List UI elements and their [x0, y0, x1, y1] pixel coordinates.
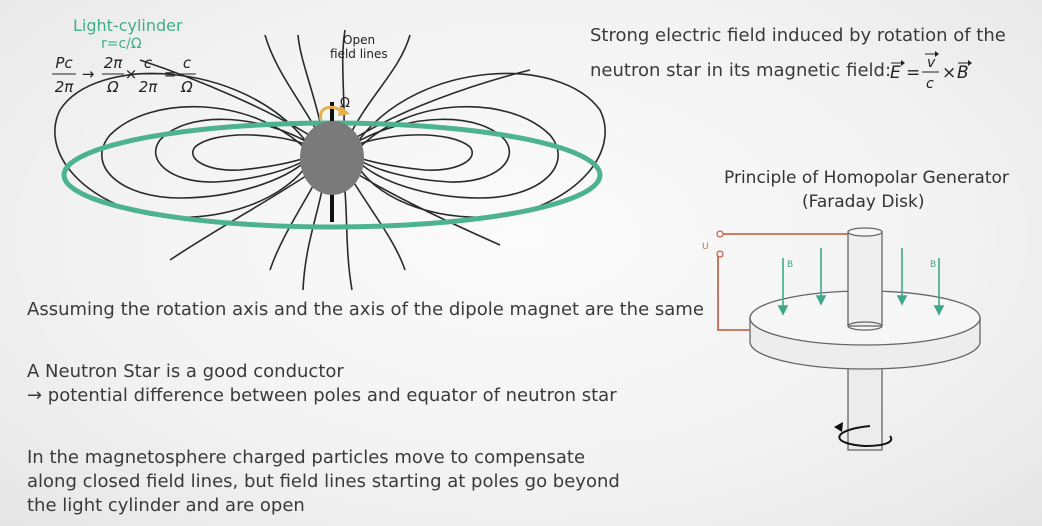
- omega-label: Ω: [340, 96, 350, 111]
- neutron-star: [300, 121, 364, 195]
- rotation-arrowhead-icon: [338, 105, 350, 116]
- formula-b: B: [957, 63, 969, 83]
- rotation-arrow-icon: [319, 105, 341, 121]
- formula-f3-num: c: [183, 54, 192, 72]
- b-label-left: B: [787, 260, 793, 270]
- homopolar-title-line2: (Faraday Disk): [802, 192, 925, 212]
- b-field-arrows: [777, 248, 945, 316]
- light-cylinder-radius: r=c/Ω: [101, 36, 142, 52]
- open-label-line2: field lines: [330, 47, 388, 61]
- formula-f1-num: 2π: [104, 54, 124, 72]
- light-cylinder-title: Light-cylinder: [73, 16, 183, 35]
- formula-f3-den: Ω: [180, 78, 193, 96]
- open-label-line1: Open: [343, 33, 375, 47]
- upper-shaft-top: [847, 227, 883, 237]
- formula-v: v: [927, 55, 936, 71]
- formula-c: c: [926, 76, 934, 92]
- conductor-line1: A Neutron Star is a good conductor: [27, 361, 344, 382]
- formula-f2-den: 2π: [139, 78, 159, 96]
- b-label-right: B: [930, 260, 936, 270]
- formula-e-equals: =: [906, 63, 920, 83]
- u-label: U: [702, 242, 709, 252]
- formula-f1-den: Ω: [106, 78, 119, 96]
- formula-lhs-den: 2π: [55, 78, 75, 96]
- open-field-lines: [139, 29, 531, 291]
- formula-lhs-num: Pc: [55, 54, 73, 72]
- formula-arrow: →: [82, 65, 95, 83]
- magnetosphere-line3: the light cylinder and are open: [27, 495, 305, 516]
- faraday-disk-diagram: U B B: [702, 227, 981, 451]
- neutron-star-diagram: Ω Open field lines: [54, 29, 606, 291]
- terminal-top: [716, 230, 724, 238]
- conductor-line2: → potential difference between poles and…: [27, 385, 617, 406]
- upper-shaft: [847, 231, 883, 327]
- electric-field-line2: neutron star in its magnetic field:: [590, 60, 892, 81]
- magnetosphere-line2: along closed field lines, but field line…: [27, 471, 620, 492]
- electric-field-formula: E = v c × B: [890, 51, 972, 92]
- formula-e: E: [890, 63, 901, 83]
- magnetosphere-line1: In the magnetosphere charged particles m…: [27, 447, 586, 468]
- formula-cross: ×: [942, 63, 956, 83]
- closed-field-lines: [54, 72, 606, 219]
- homopolar-title-line1: Principle of Homopolar Generator: [724, 168, 1009, 188]
- terminal-bottom: [716, 250, 724, 258]
- assumption-text: Assuming the rotation axis and the axis …: [27, 299, 704, 320]
- shaft-rotation-arrow-icon: [838, 425, 893, 448]
- electric-field-line1: Strong electric field induced by rotatio…: [590, 25, 1006, 46]
